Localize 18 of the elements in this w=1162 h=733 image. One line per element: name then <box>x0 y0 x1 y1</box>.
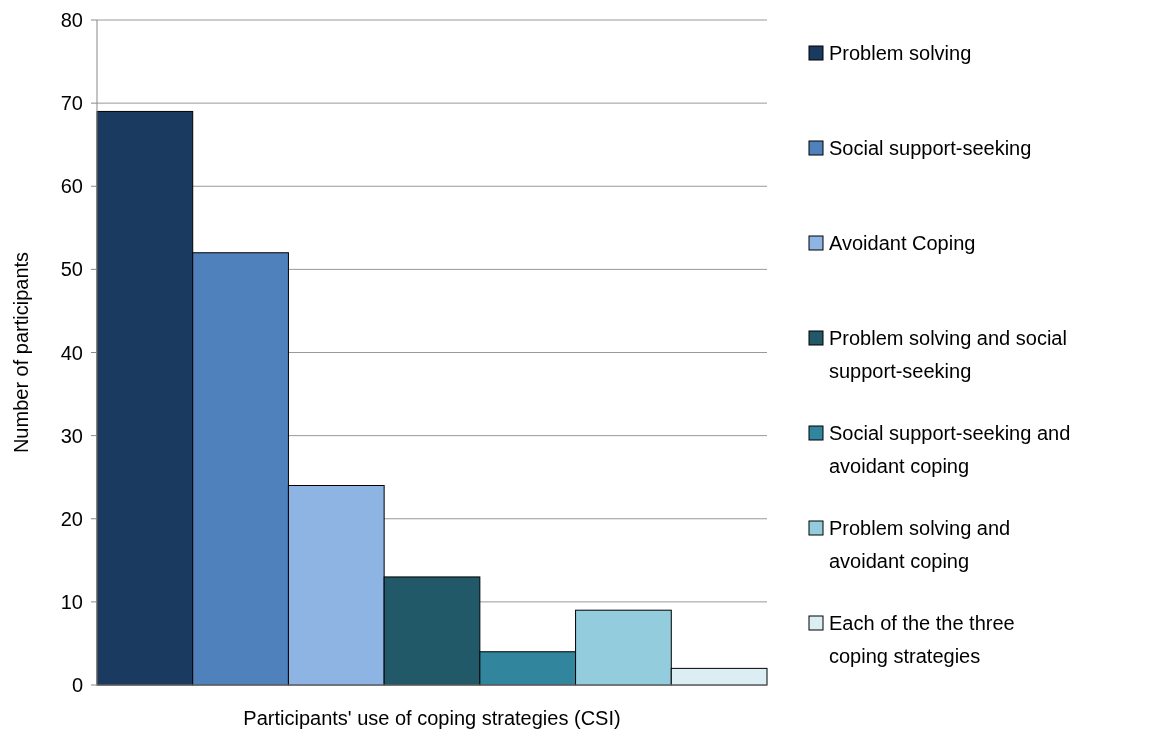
legend-label: Each of the the three coping strategies <box>829 612 1015 667</box>
y-tick-label: 40 <box>60 341 83 364</box>
y-tick-label: 50 <box>60 258 83 281</box>
y-axis-title: Number of participants <box>10 251 32 454</box>
x-axis-title: Participants' use of coping strategies (CSI) <box>243 707 621 729</box>
legend-label: Social support-seeking and avoidant coping <box>829 422 1071 477</box>
legend-label: Social support-seeking <box>829 137 1032 159</box>
y-tick-label: 60 <box>60 175 83 198</box>
y-tick-label: 20 <box>60 507 83 530</box>
y-tick-label: 10 <box>60 590 83 613</box>
legend-label: Problem solving and social support-seeking <box>829 327 1067 382</box>
legend-label: Avoidant Coping <box>829 232 976 254</box>
y-tick-label: 0 <box>71 674 83 696</box>
y-tick-label: 30 <box>60 424 83 447</box>
y-tick-label: 70 <box>60 92 83 115</box>
y-tick-label: 80 <box>60 9 83 31</box>
legend-label: Problem solving and avoidant coping <box>829 517 1011 572</box>
legend-label: Problem solving <box>829 42 972 64</box>
